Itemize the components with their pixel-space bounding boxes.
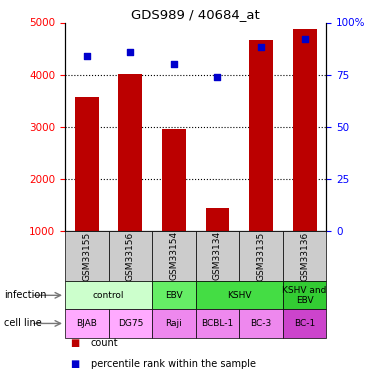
Text: BC-1: BC-1 (294, 319, 315, 328)
Text: KSHV: KSHV (227, 291, 252, 300)
Bar (109, 231, 152, 281)
Bar (239, 231, 283, 281)
Text: ■: ■ (70, 338, 80, 348)
Bar (239, 309, 283, 338)
Text: BCBL-1: BCBL-1 (201, 319, 234, 328)
Bar (152, 231, 196, 281)
Bar (249, 40, 273, 283)
Bar (65, 281, 152, 309)
Text: count: count (91, 338, 118, 348)
Bar (196, 231, 239, 281)
Bar (152, 309, 196, 338)
Text: GSM33134: GSM33134 (213, 231, 222, 280)
Bar (109, 309, 152, 338)
Text: ■: ■ (70, 359, 80, 369)
Text: GSM33155: GSM33155 (82, 231, 91, 280)
Text: control: control (93, 291, 124, 300)
Title: GDS989 / 40684_at: GDS989 / 40684_at (131, 8, 260, 21)
Text: GSM33154: GSM33154 (170, 231, 178, 280)
Point (302, 36, 308, 42)
Point (214, 74, 220, 80)
Text: BC-3: BC-3 (250, 319, 272, 328)
Text: KSHV and
EBV: KSHV and EBV (282, 286, 327, 305)
Text: GSM33135: GSM33135 (257, 231, 266, 280)
Bar (75, 98, 99, 283)
Bar (196, 309, 239, 338)
Point (84, 53, 90, 59)
Point (171, 61, 177, 67)
Bar (196, 281, 283, 309)
Text: cell line: cell line (4, 318, 42, 328)
Bar (162, 129, 186, 283)
Bar (293, 29, 317, 283)
Bar (283, 309, 326, 338)
Bar (283, 281, 326, 309)
Text: EBV: EBV (165, 291, 183, 300)
Text: infection: infection (4, 290, 46, 300)
Text: DG75: DG75 (118, 319, 143, 328)
Bar (152, 281, 196, 309)
Text: percentile rank within the sample: percentile rank within the sample (91, 359, 256, 369)
Point (258, 45, 264, 51)
Point (127, 49, 133, 55)
Bar (118, 74, 142, 283)
Text: BJAB: BJAB (76, 319, 97, 328)
Bar (65, 231, 109, 281)
Text: Raji: Raji (165, 319, 182, 328)
Bar (65, 309, 109, 338)
Text: GSM33136: GSM33136 (300, 231, 309, 280)
Bar (206, 208, 230, 283)
Text: GSM33156: GSM33156 (126, 231, 135, 280)
Bar (283, 231, 326, 281)
